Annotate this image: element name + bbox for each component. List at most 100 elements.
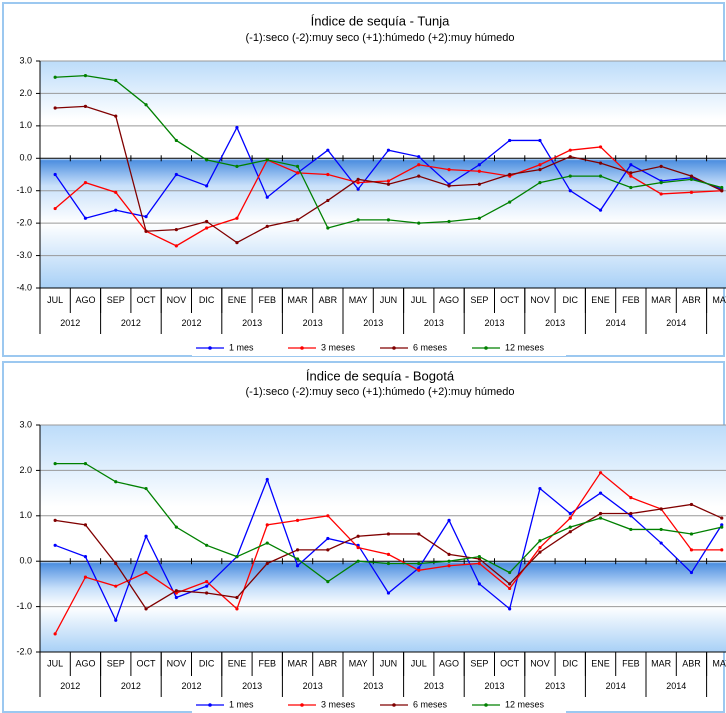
data-point xyxy=(568,174,572,178)
data-point xyxy=(114,584,118,588)
data-point xyxy=(386,182,391,186)
data-point xyxy=(205,543,209,547)
data-point xyxy=(538,550,542,554)
data-point xyxy=(83,523,88,527)
data-point xyxy=(538,545,542,550)
data-point xyxy=(508,607,512,611)
group-label: 2013 xyxy=(363,681,383,691)
data-point xyxy=(659,507,663,511)
data-point xyxy=(386,148,391,152)
data-point xyxy=(144,534,148,538)
x-tick-label: SEP xyxy=(107,658,125,668)
y-tick-label: -2.0 xyxy=(16,646,32,656)
x-tick-label: FEB xyxy=(258,658,276,668)
data-point xyxy=(144,570,148,575)
data-point xyxy=(356,545,360,550)
group-label: 2012 xyxy=(60,318,80,328)
data-point xyxy=(629,514,633,518)
group-label: 2014 xyxy=(606,681,626,691)
data-point xyxy=(83,575,88,579)
data-point xyxy=(538,181,542,185)
legend-marker xyxy=(208,703,212,707)
legend-label: 1 mes xyxy=(229,342,254,352)
x-tick-label: JUN xyxy=(380,295,398,305)
data-point xyxy=(265,224,269,228)
group-label: 2012 xyxy=(181,681,201,691)
data-point xyxy=(477,582,481,586)
data-point xyxy=(144,229,148,233)
data-point xyxy=(538,163,542,167)
legend-label: 6 meses xyxy=(413,342,448,352)
data-point xyxy=(568,155,572,159)
group-label: 2013 xyxy=(303,318,323,328)
data-point xyxy=(174,172,178,177)
x-tick-label: NOV xyxy=(167,295,187,305)
x-tick-label: JUN xyxy=(380,658,398,668)
data-point xyxy=(417,532,421,536)
data-point xyxy=(386,218,391,222)
data-point xyxy=(53,632,57,636)
data-point xyxy=(265,541,269,545)
data-point xyxy=(659,181,663,185)
group-label: 2014 xyxy=(666,681,686,691)
data-point xyxy=(629,185,633,190)
data-point xyxy=(326,172,330,177)
x-tick-label: ENE xyxy=(591,295,610,305)
x-tick-label: MAR xyxy=(288,658,309,668)
data-point xyxy=(629,496,633,500)
x-tick-label: ABR xyxy=(319,658,338,668)
x-tick-label: NOV xyxy=(530,295,550,305)
data-point xyxy=(477,555,481,559)
y-tick-label: -1.0 xyxy=(16,601,32,611)
data-point xyxy=(689,190,694,194)
data-point xyxy=(659,164,663,168)
data-point xyxy=(447,184,451,188)
data-point xyxy=(205,226,209,230)
y-tick-label: 1.0 xyxy=(19,120,32,130)
data-point xyxy=(598,491,603,495)
x-tick-label: MAY xyxy=(712,658,726,668)
data-point xyxy=(356,187,360,191)
legend-label: 3 meses xyxy=(321,699,356,709)
x-tick-label: FEB xyxy=(258,295,276,305)
data-point xyxy=(568,511,572,516)
y-tick-label: 0.0 xyxy=(19,556,32,566)
data-point xyxy=(598,145,603,149)
legend-marker xyxy=(392,346,396,350)
data-point xyxy=(265,561,269,566)
data-point xyxy=(235,216,239,220)
y-tick-label: 3.0 xyxy=(19,55,32,65)
data-point xyxy=(417,174,421,178)
data-point xyxy=(447,552,451,556)
data-point xyxy=(356,177,360,181)
x-tick-label: MAR xyxy=(288,295,309,305)
legend-marker xyxy=(484,703,488,707)
data-point xyxy=(386,532,391,536)
data-point xyxy=(568,530,572,534)
data-point xyxy=(205,158,209,162)
data-point xyxy=(538,138,542,143)
data-point xyxy=(53,518,57,522)
data-point xyxy=(174,244,178,248)
legend-marker xyxy=(484,346,488,350)
data-point xyxy=(477,163,481,167)
data-point xyxy=(235,125,239,130)
data-point xyxy=(720,523,724,527)
x-tick-label: DIC xyxy=(199,658,215,668)
data-point xyxy=(265,158,269,162)
data-point xyxy=(689,174,694,178)
data-point xyxy=(83,181,88,185)
data-point xyxy=(265,195,269,199)
data-point xyxy=(144,486,148,491)
x-tick-label: ENE xyxy=(591,658,610,668)
data-point xyxy=(477,561,481,566)
group-label: 2012 xyxy=(121,681,141,691)
data-point xyxy=(568,525,572,529)
data-point xyxy=(235,164,239,168)
data-point xyxy=(174,525,178,529)
data-point xyxy=(144,607,148,611)
data-point xyxy=(508,138,512,143)
data-point xyxy=(356,559,360,563)
data-point xyxy=(205,184,209,188)
x-tick-label: ENE xyxy=(228,295,247,305)
